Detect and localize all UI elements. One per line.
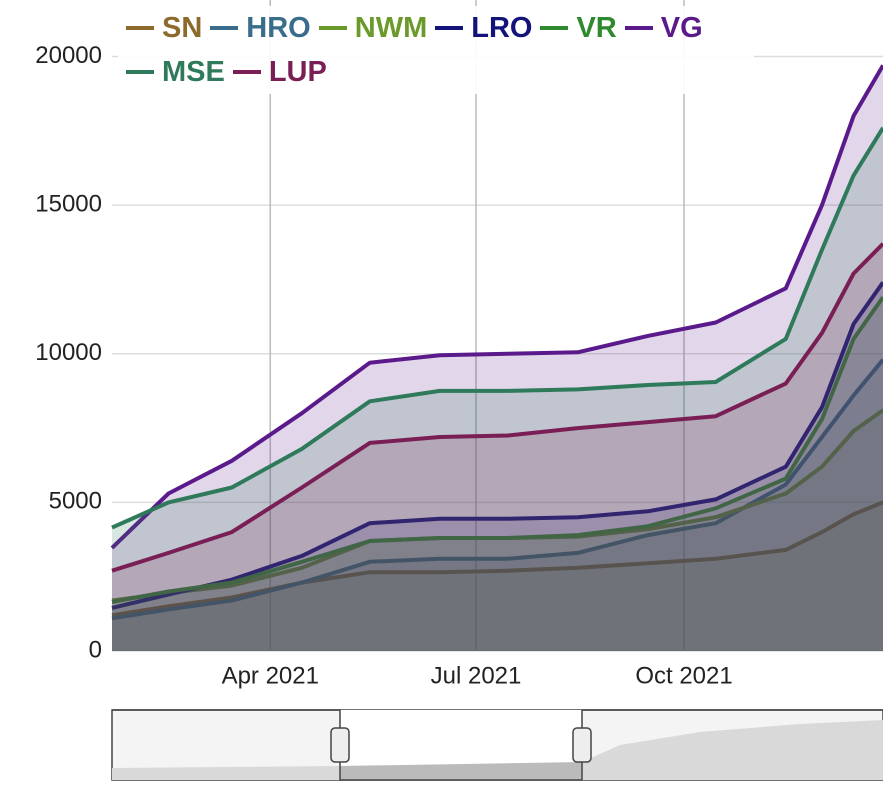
legend-item[interactable]: LUP	[232, 50, 327, 94]
legend-item[interactable]: LRO	[435, 6, 532, 50]
legend-swatch	[624, 26, 653, 30]
legend-item[interactable]: HRO	[210, 6, 311, 50]
area-fill	[112, 410, 883, 651]
slider-window-preview	[340, 762, 582, 780]
legend-item[interactable]: VR	[540, 6, 617, 50]
area-fill	[112, 359, 883, 651]
legend-swatch	[232, 70, 261, 74]
range-slider[interactable]	[111, 709, 883, 781]
areas	[110, 64, 883, 652]
legend-item[interactable]: NWM	[318, 6, 428, 50]
x-tick-label: Jul 2021	[431, 662, 522, 689]
legend-item[interactable]: SN	[126, 6, 202, 50]
y-tick-label: 20000	[35, 42, 102, 69]
y-tick-label: 10000	[35, 339, 102, 366]
series-line	[111, 281, 883, 610]
legend-swatch	[318, 26, 347, 30]
legend-label: HRO	[246, 12, 311, 44]
labels: 0 5000 10000 15000 20000 Apr 2021 Jul 2021 Oct …	[35, 42, 732, 690]
slider-handle[interactable]	[330, 727, 350, 763]
legend-label: LRO	[471, 12, 533, 44]
legend-swatch	[126, 26, 154, 30]
slider-preview	[112, 720, 883, 780]
legend-label: LUP	[268, 56, 327, 88]
series-line	[111, 296, 883, 604]
legend-label: MSE	[162, 56, 225, 88]
legend-label: SN	[162, 12, 203, 44]
legend-item[interactable]: VG	[624, 6, 703, 50]
legend-item[interactable]: MSE	[126, 50, 225, 94]
series-line	[111, 500, 883, 618]
x-tick-label: Apr 2021	[222, 662, 319, 689]
x-tick-label: Oct 2021	[635, 662, 732, 689]
y-tick-label: 15000	[35, 190, 102, 217]
slider-handle[interactable]	[572, 727, 592, 763]
legend-label: VR	[576, 12, 617, 44]
area-fill	[112, 243, 883, 652]
area-fill	[112, 502, 883, 651]
legend: SN HRO NWM LRO VR VG MSE LUP	[118, 6, 754, 94]
slider-outline	[112, 709, 883, 781]
legend-label: NWM	[354, 12, 428, 44]
area-fill	[112, 127, 883, 652]
legend-swatch	[435, 26, 464, 30]
legend-swatch	[540, 26, 569, 30]
y-tick-label: 5000	[49, 488, 102, 515]
legend-swatch	[126, 70, 154, 74]
area-fill	[112, 65, 883, 651]
legend-label: VG	[660, 12, 703, 44]
series-line	[111, 358, 883, 621]
series-line	[111, 242, 883, 573]
series-line	[111, 126, 883, 530]
legend-swatch	[210, 26, 239, 30]
series-line	[110, 64, 883, 550]
y-tick-label: 0	[89, 636, 102, 663]
